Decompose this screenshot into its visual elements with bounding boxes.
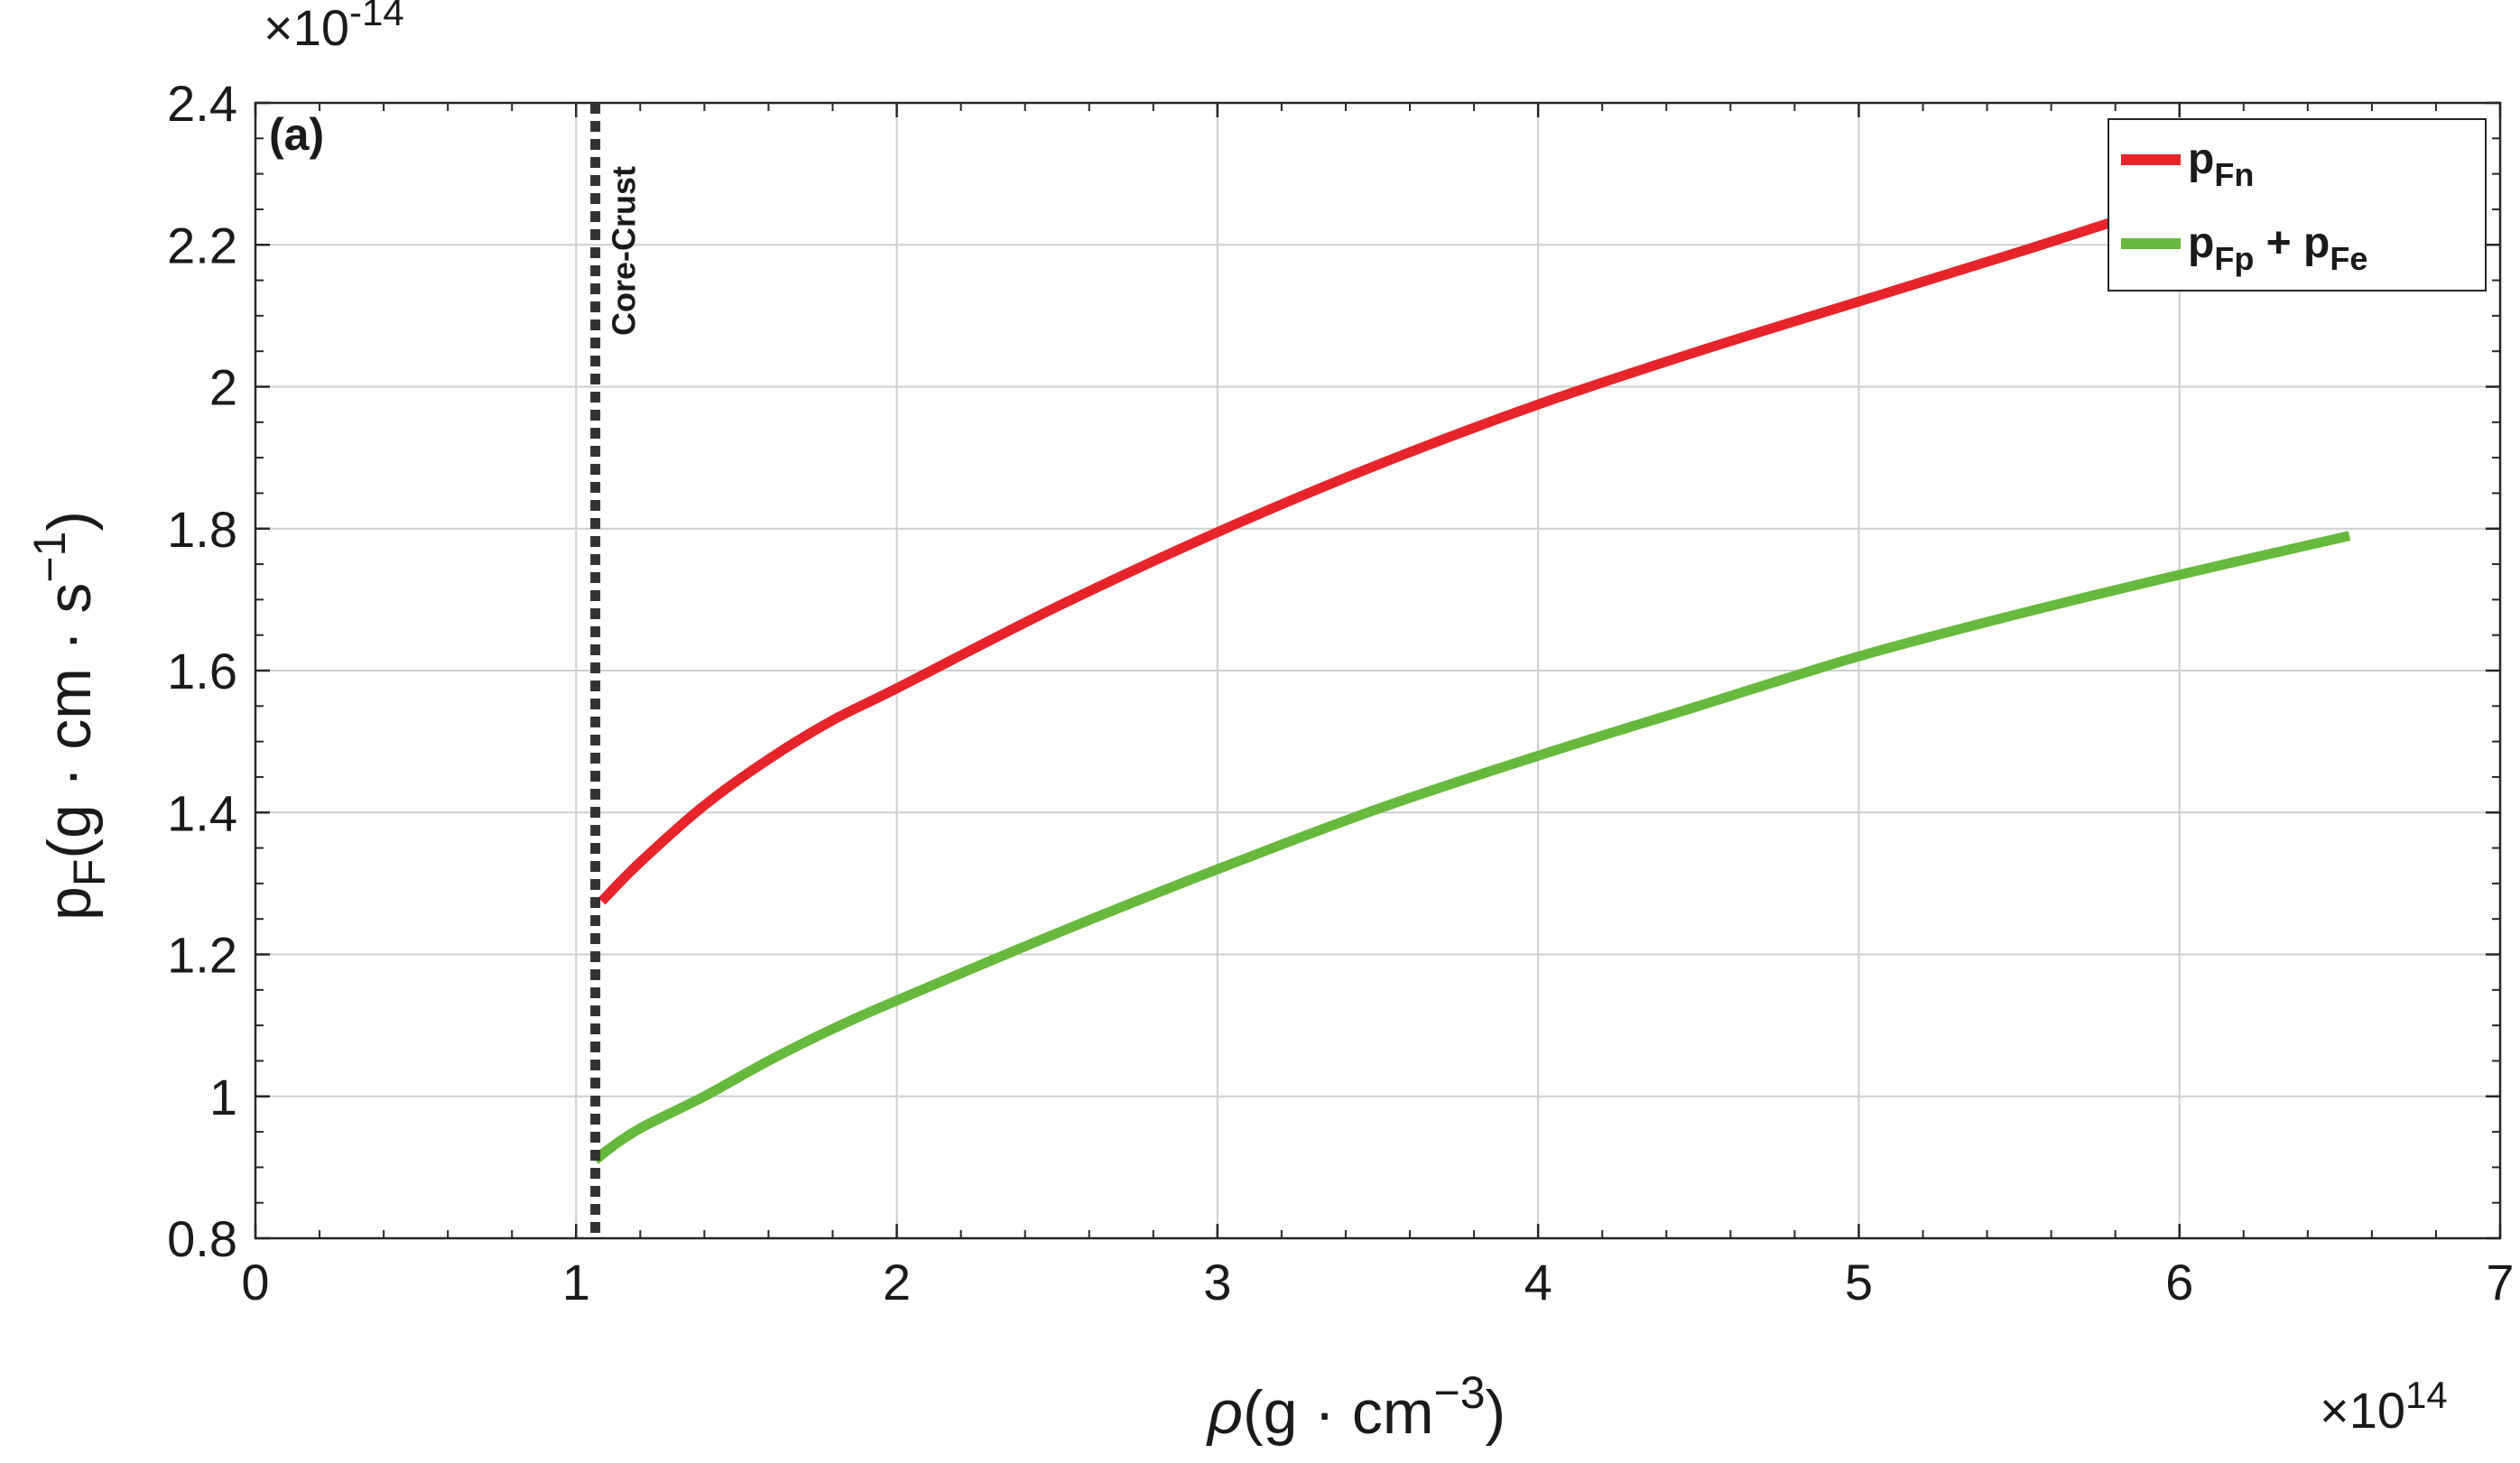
y-tick-label: 1.4 <box>167 784 237 841</box>
x-tick-label: 2 <box>883 1254 911 1310</box>
x-multiplier-base: ×10 <box>2320 1382 2405 1439</box>
y-axis-title-p: p <box>35 886 104 921</box>
series-lines <box>591 162 2351 1164</box>
series-line-1 <box>591 531 2351 1164</box>
legend-label-pfn: pFn <box>2188 135 2254 193</box>
x-axis-title-main: (g · cm <box>1243 1378 1434 1447</box>
x-axis-title-suffix: ) <box>1486 1378 1506 1447</box>
legend-label-pfp-main: p <box>2188 219 2214 267</box>
x-tick-label: 0 <box>241 1254 269 1310</box>
x-tick-label: 4 <box>1524 1254 1552 1310</box>
legend-label-pfn-main: p <box>2188 135 2214 183</box>
y-tick-labels: 0.8 1 1.2 1.4 1.6 1.8 2 2.2 2.4 <box>167 75 237 1267</box>
y-multiplier: ×10-14 <box>264 0 404 56</box>
legend-label-pfp-pfe: pFp + pFe <box>2188 219 2367 277</box>
y-multiplier-exp: -14 <box>349 0 404 33</box>
legend-label-plus: + <box>2254 219 2303 267</box>
y-multiplier-base: ×10 <box>264 0 349 56</box>
x-tick-label: 1 <box>562 1254 590 1310</box>
y-tick-label: 2.4 <box>167 75 237 132</box>
y-axis-title-main: (g · cm · s <box>35 583 104 859</box>
x-tick-label: 6 <box>2165 1254 2193 1310</box>
x-multiplier: ×1014 <box>2320 1374 2448 1439</box>
x-axis-title-sup: −3 <box>1434 1367 1486 1418</box>
legend-label-pfe-main: p <box>2303 219 2330 267</box>
y-axis-title-sub: F <box>64 859 115 887</box>
x-tick-label: 3 <box>1203 1254 1231 1310</box>
y-tick-label: 1.8 <box>167 501 237 558</box>
x-tick-label: 7 <box>2486 1254 2514 1310</box>
legend-box <box>2108 118 2487 292</box>
x-tick-labels: 0 1 2 3 4 5 6 7 <box>241 1254 2514 1310</box>
y-tick-label: 2.2 <box>167 217 237 273</box>
x-axis-title: ρ(g · cm−3) <box>1206 1367 1506 1447</box>
panel-label: (a) <box>269 109 324 160</box>
x-axis-title-rho: ρ <box>1206 1378 1243 1447</box>
y-tick-label: 1.6 <box>167 643 237 699</box>
y-axis-title: pF(g · cm · s−1) <box>24 511 115 921</box>
legend-label-pfp-sub: Fp <box>2214 240 2254 277</box>
y-tick-label: 0.8 <box>167 1210 237 1267</box>
y-tick-label: 1.2 <box>167 927 237 984</box>
legend-label-pfn-sub: Fn <box>2214 156 2254 193</box>
y-axis-title-suffix: ) <box>35 511 104 532</box>
legend-label-pfe-sub: Fe <box>2330 240 2367 277</box>
y-tick-label: 1 <box>209 1069 237 1125</box>
y-tick-label: 2 <box>209 359 237 416</box>
x-tick-label: 5 <box>1845 1254 1873 1310</box>
plot-frame <box>254 101 2502 1240</box>
legend: pFn pFp + pFe <box>2108 118 2487 292</box>
y-axis-title-sup: −1 <box>24 532 75 583</box>
x-multiplier-exp: 14 <box>2405 1374 2448 1416</box>
series-line-0 <box>598 162 2341 905</box>
core-crust-label: Core-Crust <box>606 166 643 336</box>
